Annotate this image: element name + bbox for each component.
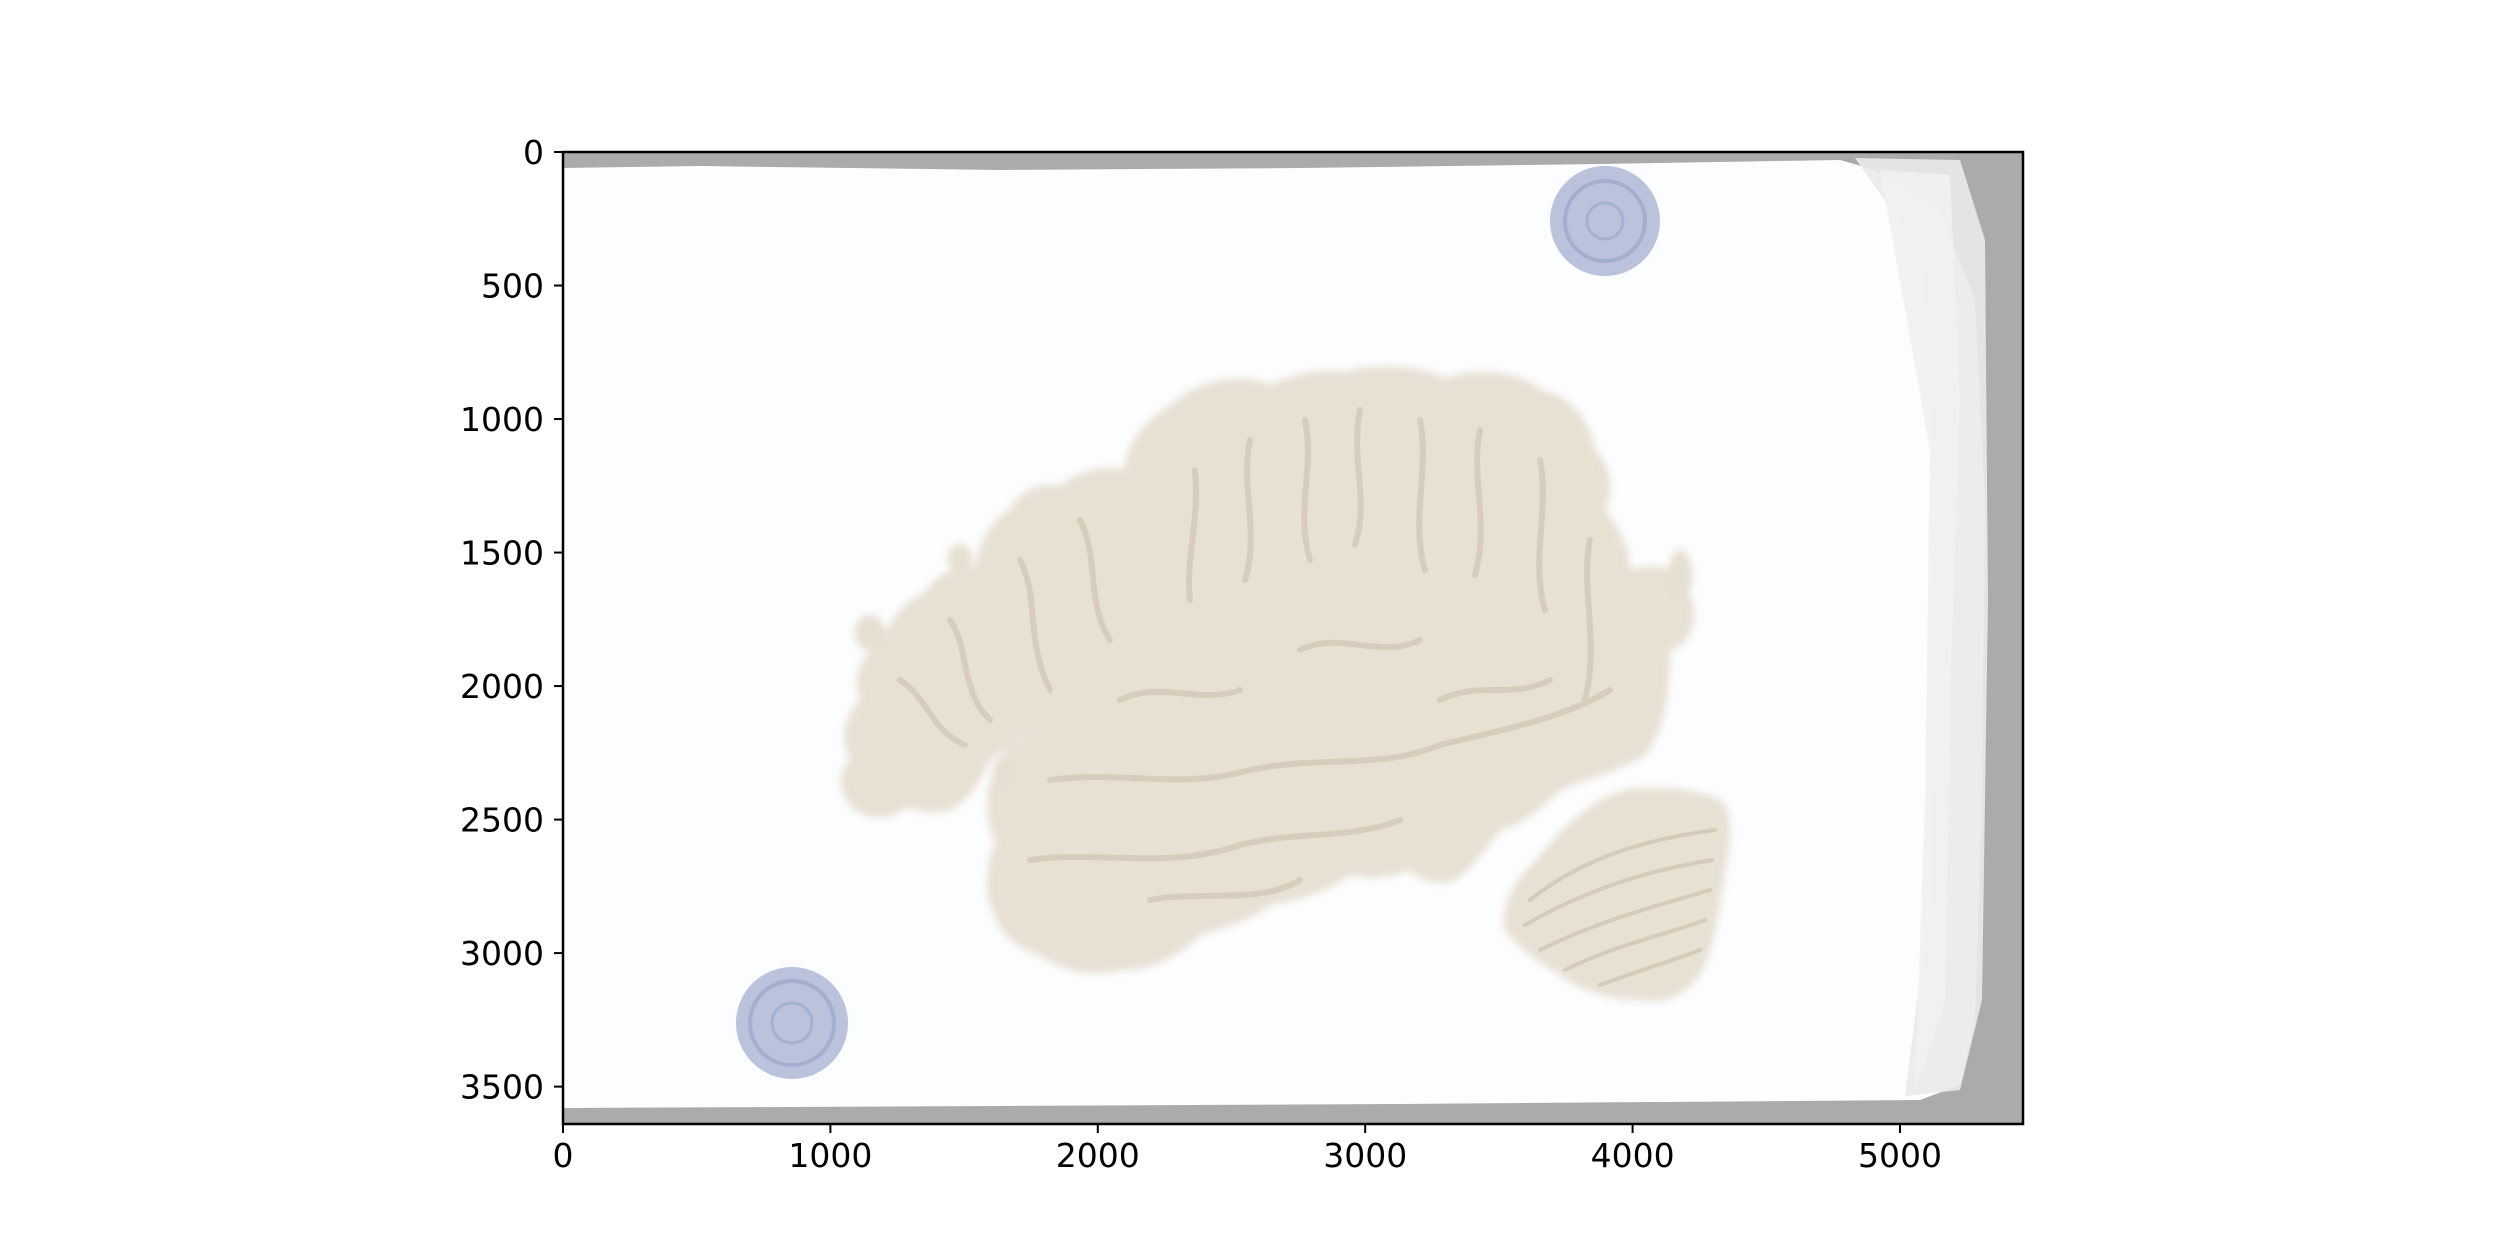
y-axis: 0 500 1000 1500 2000 2500 3000 3500 [460, 133, 563, 1107]
x-tick-label: 0 [553, 1136, 574, 1175]
x-axis: 0 1000 2000 3000 4000 5000 [553, 1124, 1942, 1175]
y-tick-label: 3000 [460, 934, 544, 973]
x-tick-label: 5000 [1858, 1136, 1942, 1175]
y-tick-label: 0 [523, 133, 544, 172]
x-tick-label: 1000 [788, 1136, 872, 1175]
plot-frame [561, 150, 2025, 1126]
x-tick-label: 2000 [1056, 1136, 1140, 1175]
slide-image [563, 152, 2023, 1124]
y-tick-label: 3500 [460, 1068, 544, 1107]
cerebellar-folia [1523, 828, 1717, 987]
cerebellum [1504, 788, 1730, 1002]
y-tick-label: 1000 [460, 400, 544, 439]
fiducial-marker-bottom [736, 967, 848, 1079]
x-tick-label: 3000 [1323, 1136, 1407, 1175]
sulci [897, 407, 1613, 903]
y-tick-label: 500 [481, 267, 544, 306]
x-tick-label: 4000 [1591, 1136, 1675, 1175]
y-tick-label: 2500 [460, 801, 544, 840]
y-tick-label: 2000 [460, 667, 544, 706]
fiducial-marker-top [1550, 166, 1660, 276]
y-tick-label: 1500 [460, 534, 544, 573]
